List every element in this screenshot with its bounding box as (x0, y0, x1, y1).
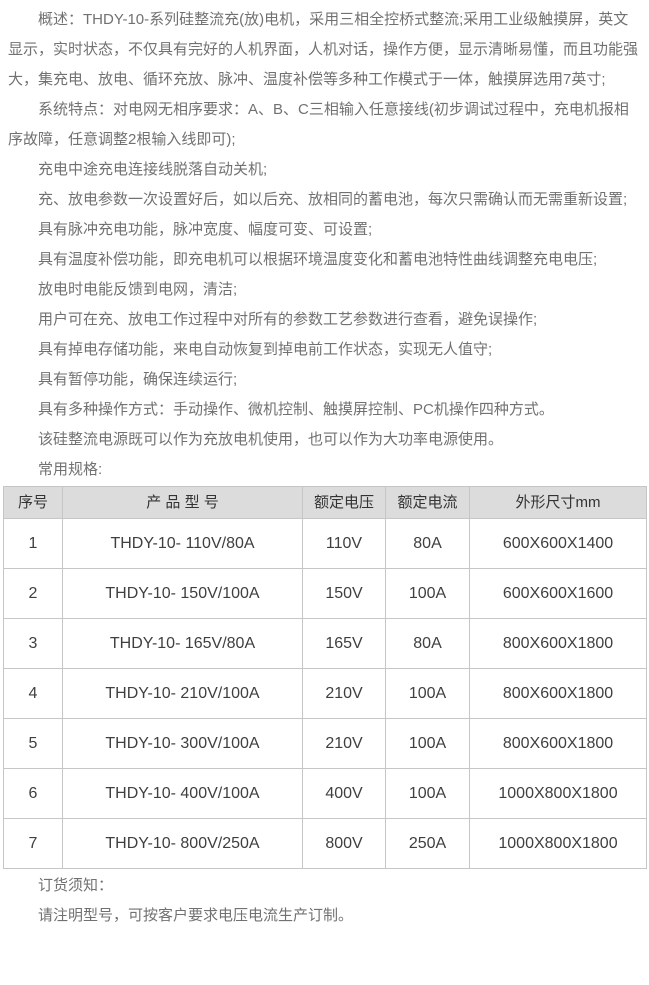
cell-voltage: 210V (302, 718, 386, 769)
paragraph-feature-energy-feedback: 放电时电能反馈到电网，清洁; (38, 281, 238, 298)
cell-voltage: 150V (302, 568, 386, 619)
paragraph-overview: 概述：THDY-10-系列硅整流充(放)电机，采用三相全控桥式整流;采用工业级触… (8, 11, 639, 88)
table-row: 1 THDY-10- 110V/80A 110V 80A 600X600X140… (3, 518, 647, 569)
paragraph-system-features: 系统特点：对电网无相序要求：A、B、C三相输入任意接线(初步调试过程中，充电机报… (8, 101, 629, 148)
cell-current: 80A (385, 618, 470, 669)
order-notice-body: 请注明型号，可按客户要求电压电流生产订制。 (38, 907, 354, 924)
cell-current: 80A (385, 518, 470, 569)
cell-size: 800X600X1800 (469, 718, 647, 769)
table-row: 5 THDY-10- 300V/100A 210V 100A 800X600X1… (3, 718, 647, 769)
spec-table-header-row: 序号 产 品 型 号 额定电压 额定电流 外形尺寸mm (3, 486, 647, 519)
product-document: 概述：THDY-10-系列硅整流充(放)电机，采用三相全控桥式整流;采用工业级触… (3, 5, 647, 931)
cell-model: THDY-10- 110V/80A (62, 518, 303, 569)
cell-model: THDY-10- 800V/250A (62, 818, 303, 869)
cell-model: THDY-10- 400V/100A (62, 768, 303, 819)
paragraph-feature-auto-shutdown: 充电中途充电连接线脱落自动关机; (38, 161, 268, 178)
cell-current: 100A (385, 768, 470, 819)
cell-voltage: 110V (302, 518, 386, 569)
cell-index: 7 (3, 818, 63, 869)
table-row: 4 THDY-10- 210V/100A 210V 100A 800X600X1… (3, 668, 647, 719)
cell-index: 1 (3, 518, 63, 569)
cell-voltage: 165V (302, 618, 386, 669)
specs-label: 常用规格: (38, 461, 103, 478)
order-notice-title: 订货须知： (38, 877, 114, 894)
col-header-current: 额定电流 (385, 486, 470, 519)
paragraph-feature-operation-modes: 具有多种操作方式：手动操作、微机控制、触摸屏控制、PC机操作四种方式。 (38, 401, 554, 418)
cell-index: 5 (3, 718, 63, 769)
paragraph-feature-param-view: 用户可在充、放电工作过程中对所有的参数工艺参数进行查看，避免误操作; (38, 311, 538, 328)
cell-index: 4 (3, 668, 63, 719)
cell-current: 100A (385, 718, 470, 769)
cell-index: 3 (3, 618, 63, 669)
paragraph-feature-pause: 具有暂停功能，确保连续运行; (38, 371, 238, 388)
table-row: 7 THDY-10- 800V/250A 800V 250A 1000X800X… (3, 818, 647, 869)
paragraph-feature-dual-use: 该硅整流电源既可以作为充放电机使用，也可以作为大功率电源使用。 (38, 431, 504, 448)
cell-index: 2 (3, 568, 63, 619)
order-notice-section: 订货须知： 请注明型号，可按客户要求电压电流生产订制。 (8, 869, 641, 931)
cell-voltage: 210V (302, 668, 386, 719)
intro-section: 概述：THDY-10-系列硅整流充(放)电机，采用三相全控桥式整流;采用工业级触… (8, 5, 641, 485)
spec-table: 序号 产 品 型 号 额定电压 额定电流 外形尺寸mm 1 THDY-10- 1… (3, 486, 647, 869)
cell-size: 600X600X1400 (469, 518, 647, 569)
col-header-model: 产 品 型 号 (62, 486, 303, 519)
table-row: 2 THDY-10- 150V/100A 150V 100A 600X600X1… (3, 568, 647, 619)
paragraph-feature-temp-compensation: 具有温度补偿功能，即充电机可以根据环境温度变化和蓄电池特性曲线调整充电电压; (38, 251, 598, 268)
cell-voltage: 400V (302, 768, 386, 819)
cell-current: 100A (385, 668, 470, 719)
col-header-size: 外形尺寸mm (469, 486, 647, 519)
paragraph-feature-power-loss-memory: 具有掉电存储功能，来电自动恢复到掉电前工作状态，实现无人值守; (38, 341, 493, 358)
col-header-index: 序号 (3, 486, 63, 519)
cell-current: 250A (385, 818, 470, 869)
spec-table-wrapper: 序号 产 品 型 号 额定电压 额定电流 外形尺寸mm 1 THDY-10- 1… (3, 486, 647, 869)
paragraph-feature-param-memory: 充、放电参数一次设置好后，如以后充、放相同的蓄电池，每次只需确认而无需重新设置; (38, 191, 628, 208)
col-header-voltage: 额定电压 (302, 486, 386, 519)
cell-model: THDY-10- 165V/80A (62, 618, 303, 669)
cell-size: 1000X800X1800 (469, 768, 647, 819)
table-row: 3 THDY-10- 165V/80A 165V 80A 800X600X180… (3, 618, 647, 669)
cell-size: 1000X800X1800 (469, 818, 647, 869)
cell-model: THDY-10- 150V/100A (62, 568, 303, 619)
cell-index: 6 (3, 768, 63, 819)
table-row: 6 THDY-10- 400V/100A 400V 100A 1000X800X… (3, 768, 647, 819)
cell-model: THDY-10- 300V/100A (62, 718, 303, 769)
cell-current: 100A (385, 568, 470, 619)
cell-model: THDY-10- 210V/100A (62, 668, 303, 719)
paragraph-feature-pulse-charge: 具有脉冲充电功能，脉冲宽度、幅度可变、可设置; (38, 221, 373, 238)
cell-size: 600X600X1600 (469, 568, 647, 619)
cell-size: 800X600X1800 (469, 618, 647, 669)
cell-voltage: 800V (302, 818, 386, 869)
cell-size: 800X600X1800 (469, 668, 647, 719)
